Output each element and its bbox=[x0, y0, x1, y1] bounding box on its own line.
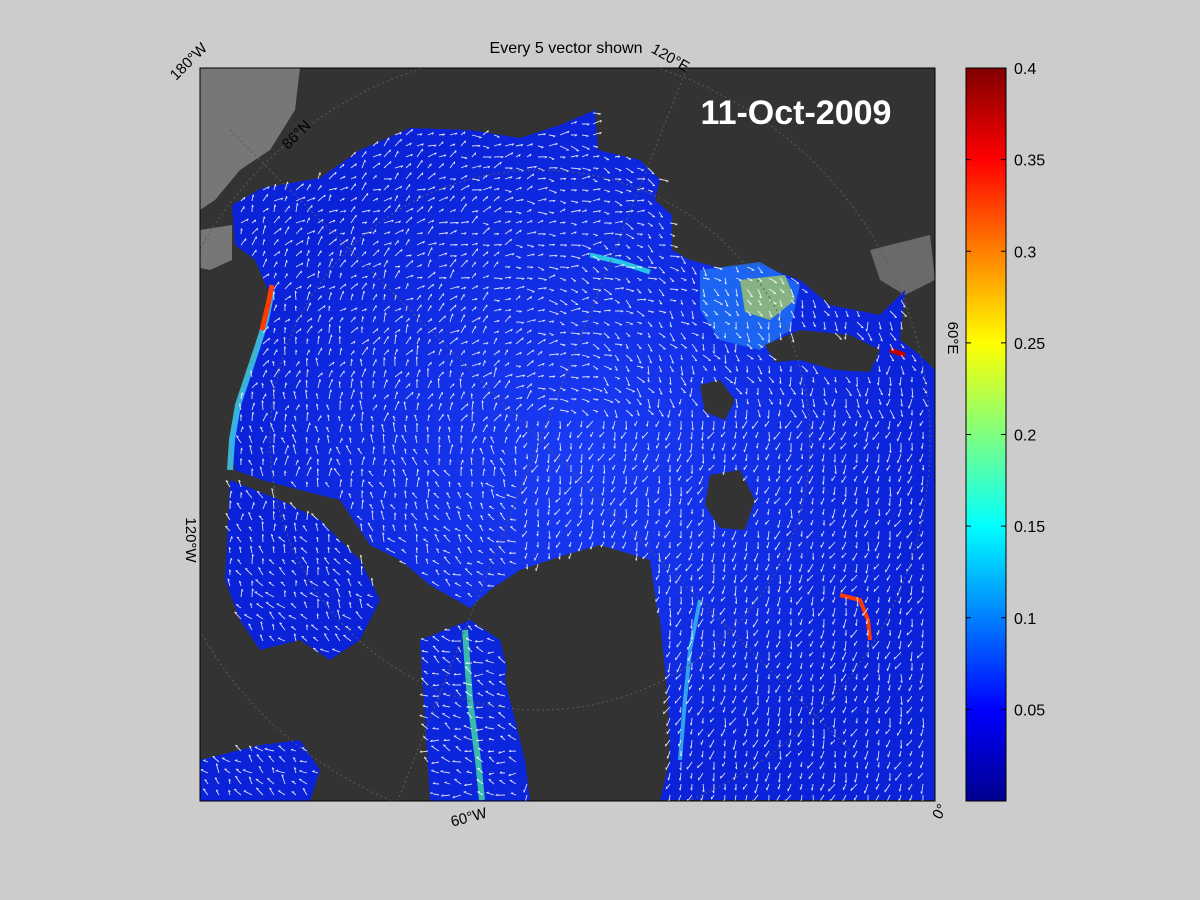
lon-label-0: 0° bbox=[929, 801, 951, 822]
latitude-circle-86n bbox=[269, 169, 811, 711]
ice-shelf-region-3 bbox=[870, 235, 935, 295]
meridian-line bbox=[396, 68, 688, 801]
drift-vector-arrows bbox=[200, 112, 928, 801]
colorbar-ticks: 0.4 0.35 0.3 0.25 0.2 0.15 0.1 0.05 bbox=[966, 61, 1045, 719]
meridian-line bbox=[229, 129, 851, 751]
colorbar-tick-label: 0.05 bbox=[1014, 702, 1045, 719]
lon-label-60w: 60°W bbox=[449, 804, 490, 830]
colorbar: 0.4 0.35 0.3 0.25 0.2 0.15 0.1 0.05 bbox=[965, 61, 1045, 802]
lon-label-120w: 120°W bbox=[182, 517, 199, 563]
colorbar-tick-label: 0.4 bbox=[1014, 61, 1036, 78]
laptev-streak bbox=[589, 252, 651, 275]
graticule bbox=[200, 68, 931, 801]
baffin-bay bbox=[420, 620, 530, 801]
ice-drift-vectors bbox=[200, 112, 928, 801]
colorbar-gradient bbox=[965, 67, 1007, 802]
colorbar-tick-label: 0.2 bbox=[1014, 428, 1036, 445]
franz-josef-land bbox=[700, 380, 735, 420]
canadian-archipelago bbox=[225, 480, 380, 660]
map-frame bbox=[199, 67, 936, 802]
svalbard bbox=[705, 470, 755, 530]
east-coast-streak bbox=[839, 593, 872, 641]
ice-velocity-field bbox=[200, 110, 935, 801]
alaska-coast-peak bbox=[259, 284, 275, 331]
fram-strait-streak bbox=[678, 599, 702, 761]
colorbar-tick-label: 0.1 bbox=[1014, 611, 1036, 628]
ice-shelf-region bbox=[200, 68, 300, 210]
hudson-region bbox=[200, 740, 320, 801]
colorbar-tick-label: 0.15 bbox=[1014, 519, 1045, 536]
greenland bbox=[505, 548, 670, 801]
map-panel: 86°N 11-Oct-2009 bbox=[200, 68, 935, 801]
ice-shelf-region-2 bbox=[200, 225, 232, 270]
kara-edge-peak bbox=[889, 347, 906, 358]
colorbar-tick-label: 0.35 bbox=[1014, 153, 1045, 170]
colorbar-tick-label: 0.3 bbox=[1014, 244, 1036, 261]
latitude-circle-80n bbox=[200, 68, 931, 801]
figure-title: Every 5 vector shown bbox=[490, 40, 643, 57]
baffin-streak bbox=[462, 629, 485, 801]
lon-label-60e: 60°E bbox=[944, 322, 961, 355]
colorbar-tick-label: 0.25 bbox=[1014, 336, 1045, 353]
date-label: 11-Oct-2009 bbox=[701, 94, 892, 132]
kara-high-drift-core bbox=[740, 275, 795, 320]
